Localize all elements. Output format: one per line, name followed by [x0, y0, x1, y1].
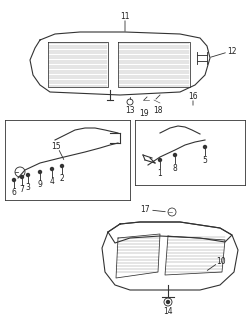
- Text: 5: 5: [202, 156, 206, 164]
- Text: 14: 14: [162, 308, 172, 316]
- Text: 10: 10: [215, 257, 225, 266]
- Text: 2: 2: [60, 173, 64, 182]
- Circle shape: [20, 175, 24, 179]
- Text: 19: 19: [139, 108, 148, 117]
- Text: 1: 1: [157, 169, 162, 178]
- Circle shape: [166, 300, 169, 303]
- Text: 7: 7: [20, 185, 24, 194]
- Text: 12: 12: [226, 46, 236, 55]
- Circle shape: [50, 167, 53, 171]
- Circle shape: [26, 173, 30, 177]
- Circle shape: [38, 171, 41, 173]
- Text: 18: 18: [153, 106, 162, 115]
- Text: 4: 4: [49, 177, 54, 186]
- Text: 8: 8: [172, 164, 177, 172]
- Text: 13: 13: [125, 106, 134, 115]
- Text: 6: 6: [12, 188, 16, 196]
- Text: 11: 11: [120, 12, 129, 20]
- Text: 9: 9: [38, 180, 42, 188]
- Text: 3: 3: [26, 182, 30, 191]
- Circle shape: [158, 158, 161, 162]
- Circle shape: [203, 146, 206, 148]
- Text: 16: 16: [188, 92, 197, 100]
- Circle shape: [60, 164, 63, 167]
- Text: 17: 17: [140, 204, 149, 213]
- Circle shape: [173, 154, 176, 156]
- Text: 15: 15: [51, 141, 60, 150]
- Circle shape: [12, 179, 16, 181]
